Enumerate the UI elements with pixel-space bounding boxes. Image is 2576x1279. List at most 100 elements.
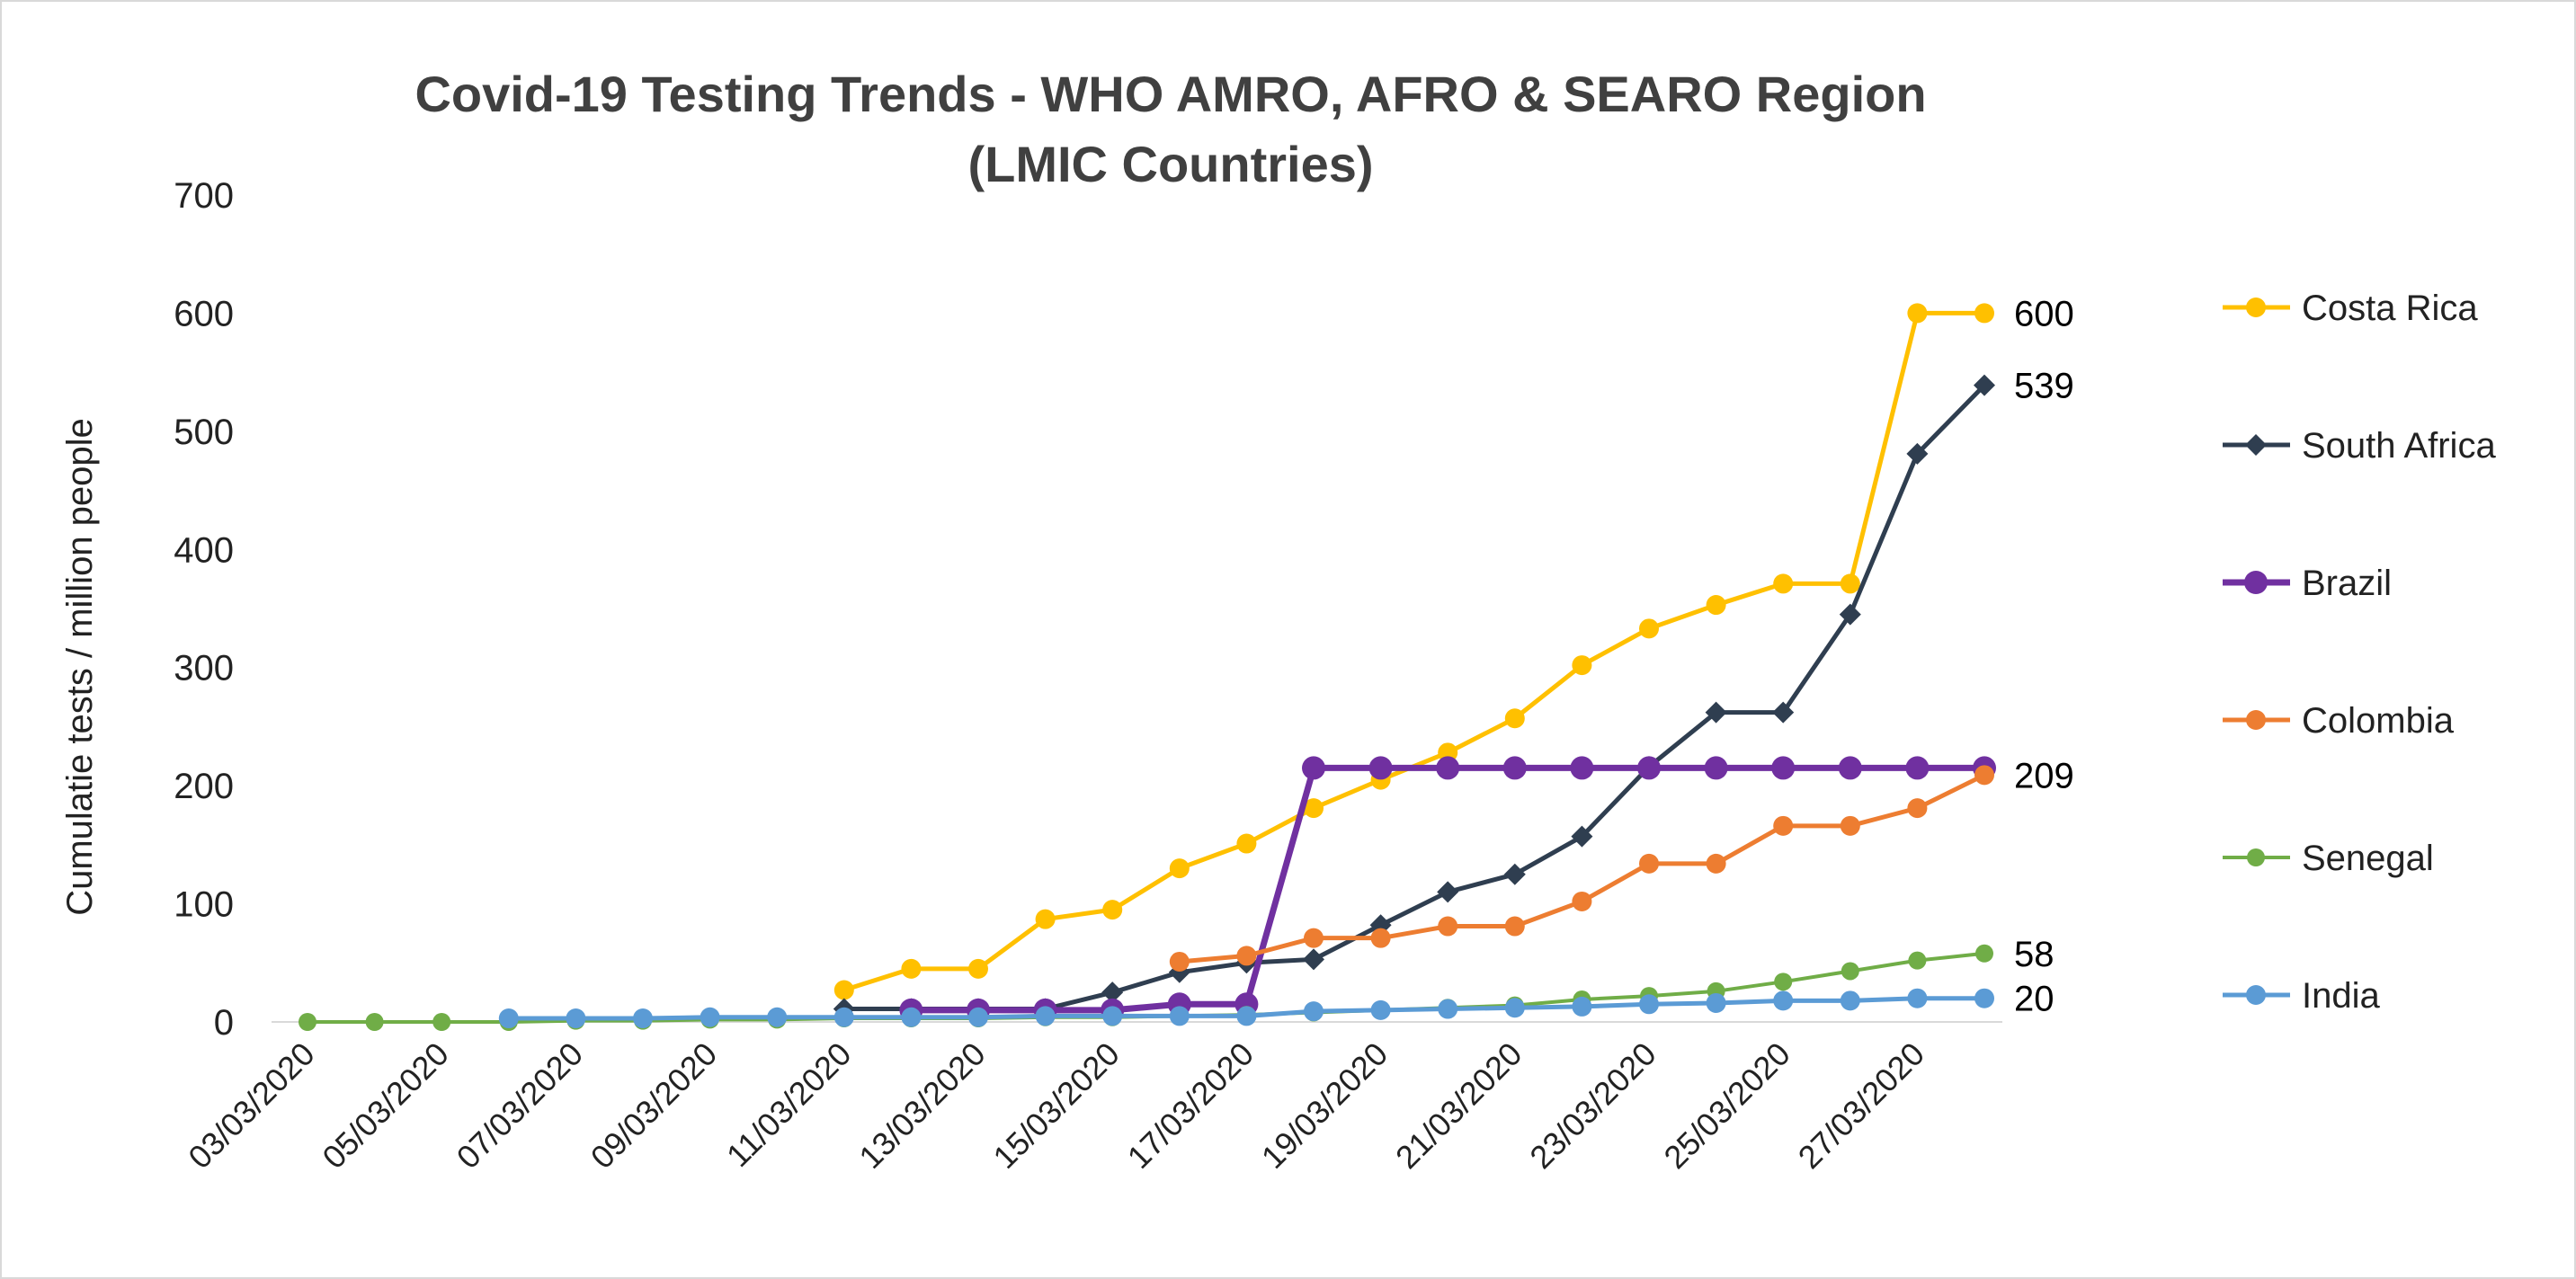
x-tick-label-27-03-2020: 27/03/2020 [1791,1035,1931,1176]
point-south-africa-24-03-2020 [1705,701,1727,724]
point-south-africa-27-03-2020 [1906,442,1929,465]
y-tick-label-100: 100 [174,885,234,925]
point-india-28-03-2020 [1974,988,1994,1008]
point-india-08-03-2020 [633,1008,653,1029]
point-brazil-18-03-2020 [1302,756,1325,780]
point-brazil-27-03-2020 [1905,756,1930,780]
point-india-12-03-2020 [901,1007,922,1027]
y-tick-label-500: 500 [174,413,234,452]
legend-item-south-africa: South Africa [2223,426,2496,466]
series-costa-rica [833,303,1994,1000]
series-line-south-africa [843,383,1986,1012]
x-axis: 03/03/202005/03/202007/03/202009/03/2020… [181,1021,2002,1176]
x-tick-label-21-03-2020: 21/03/2020 [1388,1035,1529,1176]
point-india-24-03-2020 [1706,992,1726,1013]
legend-item-colombia: Colombia [2223,701,2455,741]
x-tick-label-11-03-2020: 11/03/2020 [719,1035,859,1175]
end-label-costa-rica: 600 [2014,294,2074,333]
point-costa-rica-28-03-2020 [1974,303,1994,324]
point-south-africa-20-03-2020 [1437,881,1459,903]
point-costa-rica-25-03-2020 [1773,573,1794,594]
chart-title-line-2: (LMIC Countries) [967,136,1373,192]
series-south-africa [833,374,1995,1020]
legend-item-india: India [2223,976,2380,1016]
chart-title-line-1: Covid-19 Testing Trends - WHO AMRO, AFRO… [414,66,1926,122]
end-label-india: 20 [2014,980,2055,1019]
y-axis-ticks: 0 100 200 300 400 500 600 700 [174,176,234,1043]
y-tick-label-400: 400 [174,530,234,570]
point-costa-rica-11-03-2020 [833,980,854,1000]
point-colombia-23-03-2020 [1639,853,1659,874]
point-costa-rica-14-03-2020 [1035,909,1056,929]
legend-marker-india [2246,985,2266,1005]
point-india-20-03-2020 [1438,999,1458,1019]
point-india-18-03-2020 [1304,1001,1324,1022]
point-brazil-23-03-2020 [1637,756,1661,780]
series-colombia [1169,765,1994,972]
point-colombia-18-03-2020 [1304,928,1324,948]
point-colombia-19-03-2020 [1370,928,1391,948]
point-colombia-25-03-2020 [1773,815,1794,836]
point-senegal-27-03-2020 [1908,951,1927,970]
point-india-15-03-2020 [1102,1006,1123,1026]
point-india-22-03-2020 [1572,996,1592,1017]
y-tick-label-200: 200 [174,767,234,806]
point-costa-rica-23-03-2020 [1639,618,1659,639]
series-line-colombia [1179,773,1986,964]
point-senegal-03-03-2020 [299,1013,316,1031]
point-india-10-03-2020 [767,1007,788,1027]
point-colombia-17-03-2020 [1236,946,1257,966]
series-layer [299,303,1996,1031]
point-india-11-03-2020 [833,1007,854,1027]
y-axis-label: Cumulatie tests / million people [60,418,100,916]
point-india-14-03-2020 [1035,1006,1056,1026]
point-india-07-03-2020 [566,1008,586,1029]
point-costa-rica-16-03-2020 [1169,858,1190,879]
point-senegal-28-03-2020 [1975,944,1993,963]
point-brazil-21-03-2020 [1502,756,1527,780]
point-south-africa-28-03-2020 [1974,374,1995,396]
point-brazil-20-03-2020 [1436,756,1460,780]
point-senegal-26-03-2020 [1841,962,1859,981]
point-costa-rica-21-03-2020 [1504,708,1525,729]
point-costa-rica-18-03-2020 [1304,798,1324,819]
point-senegal-05-03-2020 [432,1013,451,1031]
end-label-senegal: 58 [2014,935,2055,974]
x-tick-label-15-03-2020: 15/03/2020 [985,1035,1126,1176]
x-tick-label-03-03-2020: 03/03/2020 [181,1035,321,1176]
point-india-23-03-2020 [1639,994,1659,1015]
x-tick-label-09-03-2020: 09/03/2020 [584,1035,724,1176]
end-label-colombia: 209 [2014,756,2074,795]
point-costa-rica-27-03-2020 [1907,303,1928,324]
point-costa-rica-13-03-2020 [968,958,988,979]
point-india-27-03-2020 [1907,988,1928,1008]
point-india-17-03-2020 [1236,1006,1257,1026]
x-tick-label-25-03-2020: 25/03/2020 [1656,1035,1796,1176]
point-south-africa-25-03-2020 [1772,701,1795,724]
point-costa-rica-17-03-2020 [1236,833,1257,854]
x-tick-label-23-03-2020: 23/03/2020 [1522,1035,1662,1176]
point-brazil-24-03-2020 [1704,756,1728,780]
legend-marker-colombia [2246,710,2266,730]
series-line-costa-rica [843,310,1984,992]
legend-label-south-africa: South Africa [2302,426,2496,466]
point-brazil-26-03-2020 [1838,756,1862,780]
point-colombia-28-03-2020 [1974,765,1994,786]
point-south-africa-21-03-2020 [1503,863,1526,885]
legend-marker-south-africa [2245,434,2267,456]
point-brazil-22-03-2020 [1570,756,1594,780]
legend-label-india: India [2302,976,2380,1016]
legend-marker-brazil [2244,571,2268,594]
legend-marker-costa-rica [2246,298,2266,317]
y-tick-label-300: 300 [174,649,234,688]
point-brazil-25-03-2020 [1771,756,1796,780]
point-colombia-27-03-2020 [1907,798,1928,819]
legend-marker-senegal [2247,848,2265,866]
point-south-africa-22-03-2020 [1571,825,1593,848]
series-india [498,988,1994,1029]
legend-item-costa-rica: Costa Rica [2223,289,2478,328]
point-india-26-03-2020 [1840,990,1860,1011]
point-colombia-16-03-2020 [1169,951,1190,972]
